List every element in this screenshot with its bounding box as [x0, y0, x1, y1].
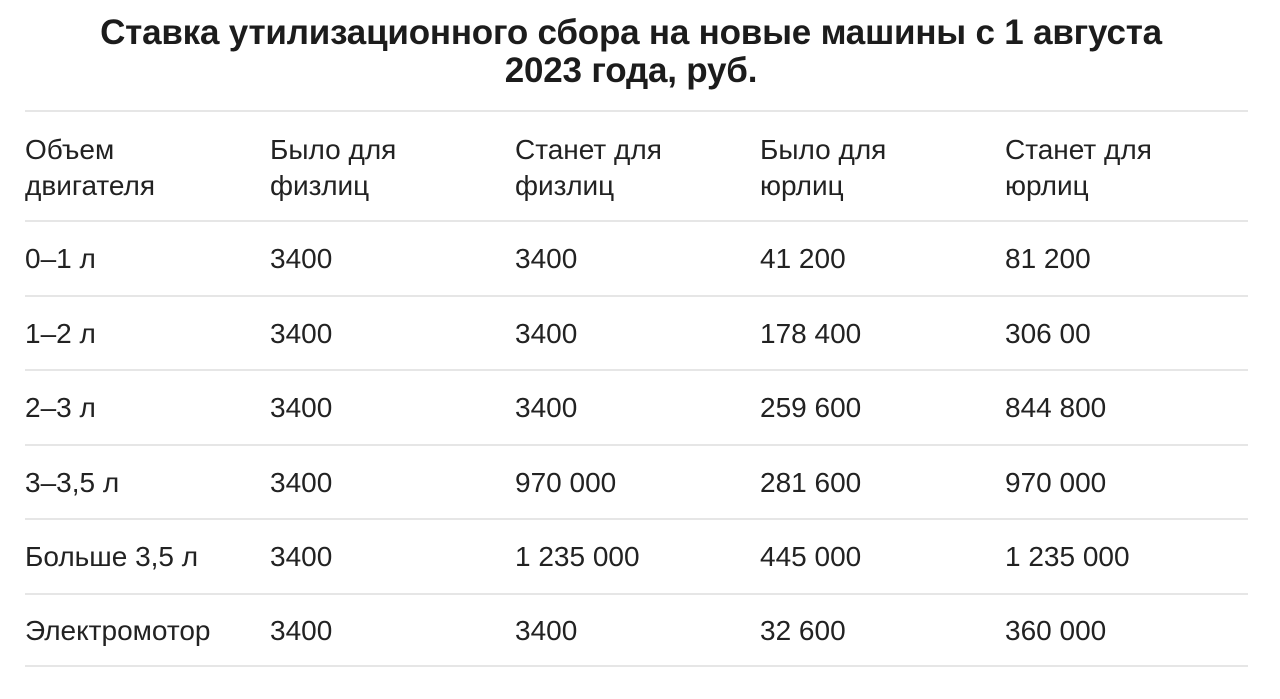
was-individuals-cell: 3400 — [270, 392, 333, 424]
recycling-fee-table: Объем двигателя Было для физлиц Станет д… — [25, 110, 1248, 667]
will-be-individuals-cell: 3400 — [515, 392, 578, 424]
engine-volume-cell: 1–2 л — [25, 317, 96, 349]
engine-volume-cell: Больше 3,5 л — [25, 541, 199, 573]
will-be-individuals-cell: 1 235 000 — [515, 541, 640, 573]
engine-volume-cell: Электромотор — [25, 614, 211, 646]
was-legal-entities-cell: 445 000 — [760, 541, 862, 573]
will-be-legal-entities-cell: 81 200 — [1005, 243, 1091, 275]
engine-volume-cell: 2–3 л — [25, 392, 96, 424]
table-row: 2–3 л 3400 3400 259 600 844 800 — [25, 369, 1248, 444]
will-be-individuals-cell: 3400 — [515, 243, 578, 275]
will-be-legal-entities-cell: 306 00 — [1005, 317, 1091, 349]
was-individuals-cell: 3400 — [270, 466, 333, 498]
title-line-1: Ставка утилизационного сбора на новые ма… — [100, 13, 1162, 52]
page-title: Ставка утилизационного сбора на новые ма… — [0, 14, 1262, 90]
table-row: Электромотор 3400 3400 32 600 360 000 — [25, 592, 1248, 667]
was-individuals-cell: 3400 — [270, 243, 333, 275]
table-row: Больше 3,5 л 3400 1 235 000 445 000 1 23… — [25, 518, 1248, 593]
was-individuals-cell: 3400 — [270, 541, 333, 573]
header-will-be-individuals: Станет для физлиц — [515, 134, 662, 201]
was-legal-entities-cell: 259 600 — [760, 392, 862, 424]
was-legal-entities-cell: 32 600 — [760, 614, 846, 646]
will-be-legal-entities-cell: 360 000 — [1005, 614, 1107, 646]
will-be-legal-entities-cell: 970 000 — [1005, 466, 1107, 498]
was-individuals-cell: 3400 — [270, 317, 333, 349]
will-be-legal-entities-cell: 1 235 000 — [1005, 541, 1130, 573]
title-line-2: 2023 года, руб. — [504, 51, 758, 90]
will-be-individuals-cell: 3400 — [515, 614, 578, 646]
header-was-individuals: Было для физлиц — [270, 134, 397, 201]
header-engine-volume: Объем двигателя — [25, 134, 156, 201]
will-be-legal-entities-cell: 844 800 — [1005, 392, 1107, 424]
engine-volume-cell: 3–3,5 л — [25, 466, 120, 498]
table-row: 1–2 л 3400 3400 178 400 306 00 — [25, 294, 1248, 370]
engine-volume-cell: 0–1 л — [25, 243, 96, 275]
was-legal-entities-cell: 41 200 — [760, 243, 846, 275]
was-individuals-cell: 3400 — [270, 614, 333, 646]
will-be-individuals-cell: 970 000 — [515, 466, 617, 498]
table-row: 3–3,5 л 3400 970 000 281 600 970 000 — [25, 443, 1248, 519]
header-will-be-legal-entities: Станет для юрлиц — [1005, 134, 1152, 201]
header-was-legal-entities: Было для юрлиц — [760, 134, 887, 201]
will-be-individuals-cell: 3400 — [515, 317, 578, 349]
table-row: 0–1 л 3400 3400 41 200 81 200 — [25, 220, 1248, 295]
was-legal-entities-cell: 281 600 — [760, 466, 862, 498]
was-legal-entities-cell: 178 400 — [760, 317, 862, 349]
table-header-row: Объем двигателя Было для физлиц Станет д… — [25, 110, 1248, 220]
